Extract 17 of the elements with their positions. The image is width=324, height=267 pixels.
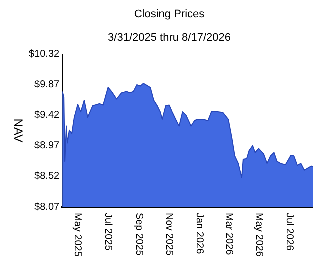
y-tick-label: $8.97 [34, 140, 60, 152]
x-tick-label: Sep 2025 [133, 213, 144, 256]
y-tick-label: $9.42 [34, 110, 60, 122]
y-axis-title: NAV [12, 118, 26, 143]
y-tick-label: $8.07 [34, 202, 60, 213]
chart-subtitle: 3/31/2025 thru 8/17/2026 [108, 32, 231, 44]
x-tick-label: May 2026 [254, 213, 265, 258]
x-tick-label: Jul 2025 [102, 213, 114, 252]
y-tick-label: $8.52 [34, 171, 60, 182]
chart-title: Closing Prices [134, 8, 206, 21]
x-tick-label: Jul 2026 [284, 213, 295, 252]
y-tick-label: $10.32 [28, 49, 60, 60]
x-tick-label: Jan 2026 [194, 213, 205, 255]
y-tick-label: $9.87 [34, 80, 60, 91]
x-tick-label: Nov 2025 [164, 213, 175, 256]
x-tick-label: Mar 2026 [223, 213, 234, 256]
x-tick-label: May 2025 [72, 213, 84, 258]
